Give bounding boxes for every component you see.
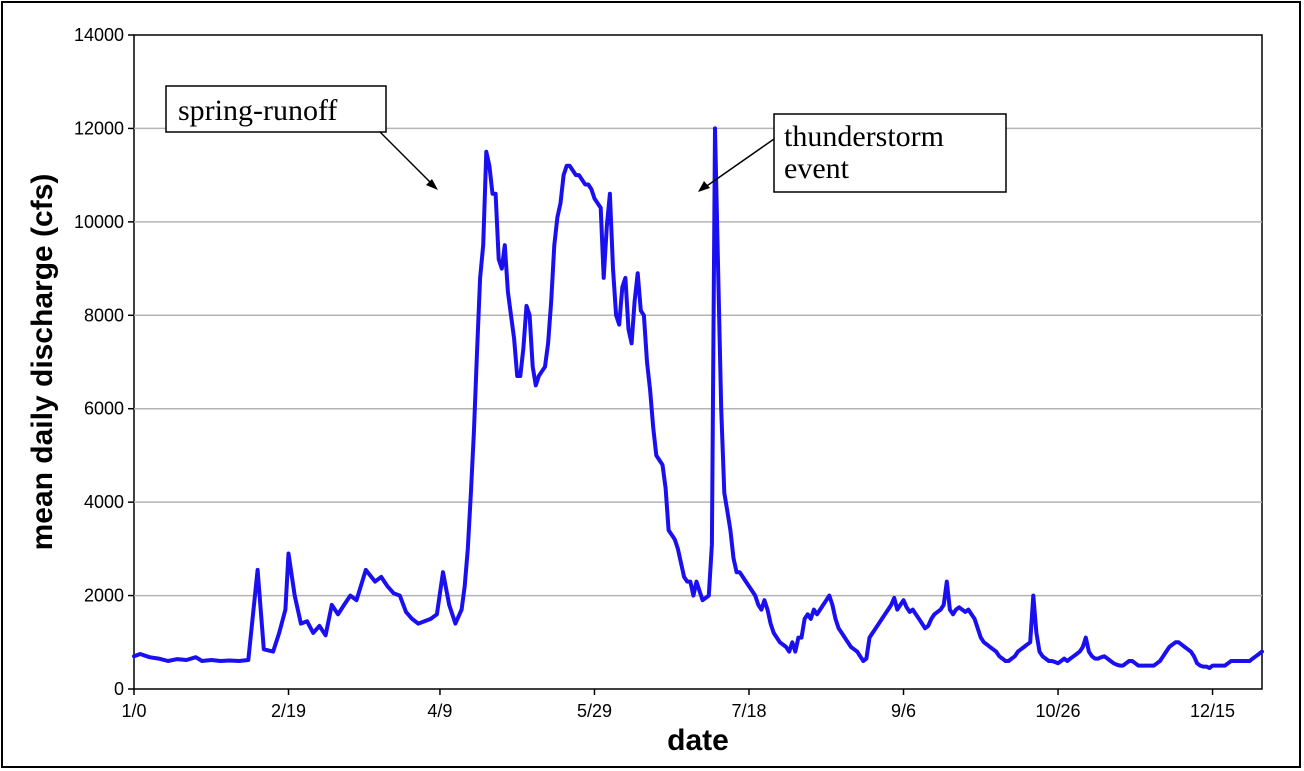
x-tick-label: 1/0: [121, 701, 146, 721]
y-axis-ticks: 0 2000 4000 6000 8000 10000 12000 14000: [74, 25, 134, 699]
x-axis-ticks: 1/0 2/19 4/9 5/29 7/18 9/6 10/26 12/15: [121, 689, 1235, 721]
x-tick-label: 9/6: [891, 701, 916, 721]
gridlines: [134, 127, 1262, 597]
x-axis-title: date: [667, 724, 729, 757]
y-tick-label: 8000: [84, 305, 124, 325]
callout-box: [773, 113, 1007, 193]
x-tick-label: 2/19: [271, 701, 306, 721]
callout-label-line-2: event: [784, 152, 850, 185]
y-axis-title: mean daily discharge (cfs): [26, 174, 59, 551]
x-tick-label: 4/9: [427, 701, 452, 721]
y-tick-label: 0: [114, 679, 124, 699]
x-tick-label: 12/15: [1190, 701, 1235, 721]
discharge-series-line: [132, 126, 1264, 670]
callout-label: spring-runoff: [178, 94, 337, 127]
callout-arrow-line: [700, 138, 775, 191]
y-tick-label: 10000: [74, 212, 124, 232]
callout-spring-runoff: spring-runoff: [165, 85, 438, 190]
x-tick-label: 5/29: [577, 701, 612, 721]
callout-box: [165, 85, 387, 133]
y-tick-label: 4000: [84, 492, 124, 512]
x-tick-label: 7/18: [731, 701, 766, 721]
callout-arrowhead: [426, 179, 438, 190]
y-tick-label: 14000: [74, 25, 124, 45]
plot-area: [133, 34, 1263, 690]
callout-thunderstorm-event: thunderstorm event: [698, 113, 1007, 193]
callout-arrow-line: [379, 131, 437, 189]
y-tick-label: 6000: [84, 399, 124, 419]
callout-arrowhead: [698, 181, 710, 192]
x-tick-label: 10/26: [1036, 701, 1081, 721]
callout-label-line-1: thunderstorm: [784, 120, 944, 153]
y-tick-label: 2000: [84, 586, 124, 606]
y-tick-label: 12000: [74, 118, 124, 138]
